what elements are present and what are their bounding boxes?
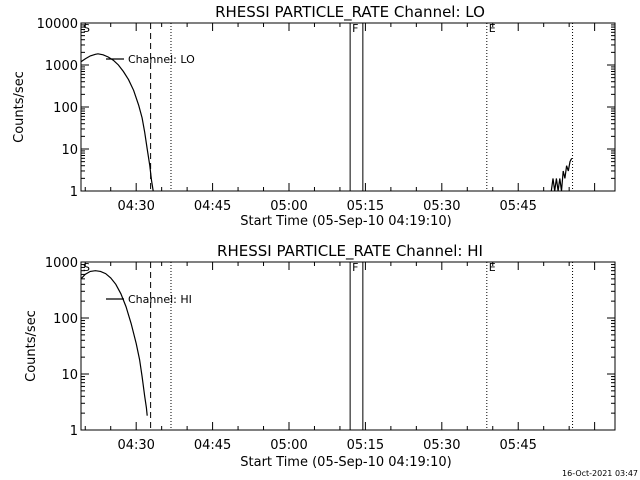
x-tick-label: 05:00 bbox=[270, 199, 307, 214]
y-tick-label: 10000 bbox=[37, 17, 78, 32]
y-tick-label: 1 bbox=[70, 424, 78, 439]
y-tick-label: 1 bbox=[70, 185, 78, 200]
y-axis-label: Counts/sec bbox=[12, 71, 27, 143]
x-tick-label: 05:00 bbox=[270, 438, 307, 453]
x-tick-label: 04:45 bbox=[194, 199, 231, 214]
chart-title: RHESSI PARTICLE_RATE Channel: LO bbox=[215, 3, 485, 22]
legend-label: Channel: HI bbox=[128, 293, 192, 306]
event-marker-label: E bbox=[489, 261, 496, 274]
y-tick-label: 1000 bbox=[45, 256, 78, 271]
x-tick-label: 05:45 bbox=[499, 438, 536, 453]
y-tick-label: 1000 bbox=[45, 59, 78, 74]
y-tick-label: 100 bbox=[53, 312, 78, 327]
plot-frame bbox=[80, 22, 616, 192]
x-tick-label: 05:15 bbox=[347, 199, 384, 214]
panel-lo: RHESSI PARTICLE_RATE Channel: LO Counts/… bbox=[12, 3, 616, 229]
event-marker-label: E bbox=[489, 22, 496, 35]
x-tick-label: 05:45 bbox=[499, 199, 536, 214]
series-line bbox=[80, 53, 154, 192]
x-tick-label: 05:30 bbox=[423, 438, 460, 453]
series-line bbox=[80, 270, 148, 416]
x-tick-label: 05:30 bbox=[423, 199, 460, 214]
y-tick-label: 10 bbox=[61, 368, 78, 383]
event-marker-label: S bbox=[83, 22, 90, 35]
plot-frame bbox=[80, 261, 616, 431]
x-axis-label: Start Time (05-Sep-10 04:19:10) bbox=[240, 214, 451, 229]
chart-title: RHESSI PARTICLE_RATE Channel: HI bbox=[217, 242, 483, 261]
x-tick-label: 04:30 bbox=[117, 199, 154, 214]
panel-hi: RHESSI PARTICLE_RATE Channel: HI Counts/… bbox=[24, 242, 616, 470]
series-line bbox=[550, 158, 573, 192]
x-tick-label: 05:15 bbox=[347, 438, 384, 453]
y-tick-label: 100 bbox=[53, 101, 78, 116]
event-marker-label: F bbox=[352, 22, 358, 35]
legend-label: Channel: LO bbox=[128, 53, 195, 66]
x-tick-label: 04:30 bbox=[117, 438, 154, 453]
event-marker-label: S bbox=[83, 261, 90, 274]
x-axis-label: Start Time (05-Sep-10 04:19:10) bbox=[240, 455, 451, 470]
y-tick-label: 10 bbox=[61, 143, 78, 158]
timestamp: 16-Oct-2021 03:47 bbox=[562, 469, 638, 478]
event-marker-label: F bbox=[352, 261, 358, 274]
x-tick-label: 04:45 bbox=[194, 438, 231, 453]
y-axis-label: Counts/sec bbox=[24, 310, 39, 382]
